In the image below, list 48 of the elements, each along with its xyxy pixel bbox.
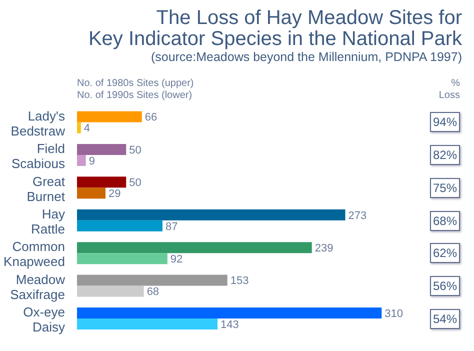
y-tick-label: Lady's Bedstraw [10, 108, 66, 138]
chart-subtitle: (source:Meadows beyond the Millennium, PDNPA 1997) [150, 50, 462, 64]
text: 62% [430, 243, 460, 264]
data-label: 153 [230, 275, 249, 288]
data-label: 9 [88, 155, 95, 168]
bar [77, 318, 218, 330]
bar [77, 308, 382, 319]
bar [77, 176, 126, 188]
data-label: 29 [108, 188, 121, 200]
text: 75% [430, 178, 460, 198]
bar [77, 209, 346, 220]
data-label: 87 [165, 220, 178, 233]
bar [77, 122, 81, 134]
data-label: 50 [129, 144, 142, 156]
text: 56% [430, 276, 460, 296]
bar [77, 253, 168, 264]
data-label: 4 [84, 122, 90, 135]
bar [77, 111, 142, 122]
bar [77, 242, 312, 254]
text: 68% [430, 210, 460, 230]
bar [77, 188, 106, 199]
text: No. of 1980s Sites (upper) [77, 78, 194, 90]
data-label: 66 [144, 112, 158, 124]
y-tick-label: Meadow Saxifrage [10, 272, 66, 302]
chart-title: The Loss of Hay Meadow Sites for Key Indicator Species in the National Park [88, 7, 462, 50]
data-label: 143 [220, 318, 239, 331]
data-label: 68 [146, 286, 160, 298]
bar [77, 274, 228, 286]
y-tick-label: Common Knapweed [4, 239, 65, 270]
data-label: 273 [348, 210, 367, 222]
y-tick-label: Great Burnet [26, 174, 66, 204]
data-label: 239 [314, 242, 334, 254]
text: Loss [438, 90, 460, 102]
text: 82% [430, 145, 460, 166]
bar [77, 154, 86, 166]
text: % [450, 78, 460, 90]
data-label: 50 [129, 177, 142, 190]
y-tick-label: Ox-eye Daisy [23, 304, 66, 335]
bar [77, 220, 162, 232]
text: 94% [430, 112, 460, 132]
bar [77, 286, 144, 297]
text: 54% [430, 308, 460, 329]
y-tick-label: Hay Rattle [31, 206, 66, 236]
data-label: 92 [170, 253, 183, 266]
text: No. of 1990s Sites (lower) [77, 90, 194, 102]
bar [77, 144, 126, 155]
y-tick-label: Field Scabious [12, 141, 66, 172]
data-label: 310 [384, 308, 403, 320]
